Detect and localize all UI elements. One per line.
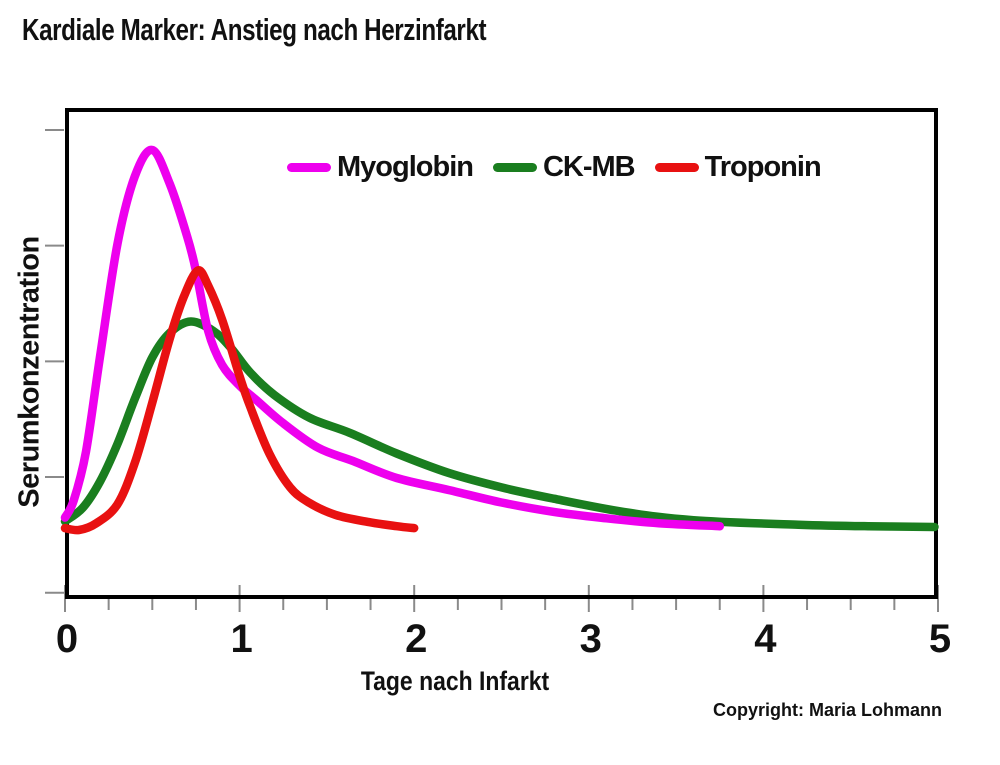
x-tick-label: 1	[230, 617, 252, 661]
curve-myoglobin	[60, 145, 725, 531]
legend-swatch-ckmb	[492, 163, 537, 172]
legend-item-myoglobin: Myoglobin	[287, 151, 474, 184]
x-tick-label: 5	[929, 617, 951, 661]
legend: Myoglobin CK-MB Troponin	[287, 151, 822, 184]
plot-border	[65, 108, 938, 599]
x-tick-label: 0	[56, 617, 78, 661]
legend-item-troponin: Troponin	[654, 151, 822, 184]
x-tick-label: 3	[580, 617, 602, 661]
x-axis-label: Tage nach Infarkt	[360, 666, 550, 696]
legend-label-ckmb: CK-MB	[542, 151, 636, 183]
legend-label-troponin: Troponin	[704, 151, 822, 183]
legend-label-myoglobin: Myoglobin	[337, 151, 474, 183]
legend-item-ckmb: CK-MB	[492, 151, 636, 184]
curve-ck-mb	[60, 317, 939, 532]
copyright-text: Copyright: Maria Lohmann	[713, 700, 942, 720]
x-tick-label: 2	[405, 617, 427, 661]
legend-swatch-myoglobin	[287, 163, 331, 172]
curve-troponin	[60, 266, 419, 535]
x-tick-label: 4	[754, 617, 777, 661]
chart-title: Kardiale Marker: Anstieg nach Herzinfark…	[22, 12, 487, 47]
legend-swatch-troponin	[654, 163, 699, 172]
